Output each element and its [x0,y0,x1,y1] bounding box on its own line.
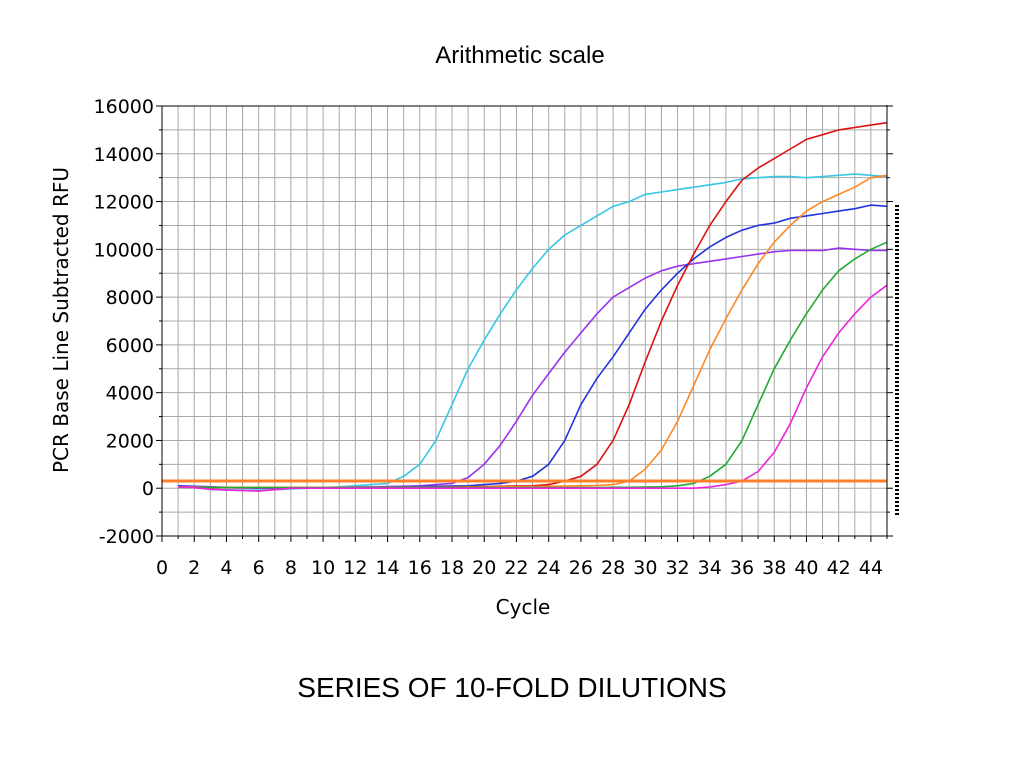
x-tick-label: 28 [601,557,625,579]
y-tick-label: -2000 [99,526,154,548]
y-tick-label: 8000 [106,287,154,309]
x-tick-label: 42 [827,557,851,579]
x-tick-label: 14 [375,557,399,579]
x-tick-label: 36 [730,557,754,579]
chart-series-layer [178,121,888,492]
x-tick-label: 2 [188,557,200,579]
x-tick-label: 8 [285,557,297,579]
y-tick-label: 14000 [94,144,154,166]
x-tick-label: 22 [504,557,528,579]
x-tick-label: 10 [311,557,335,579]
x-tick-label: 0 [156,557,168,579]
series-line-7 [178,284,888,492]
x-tick-label: 12 [343,557,367,579]
y-tick-label: 6000 [106,335,154,357]
x-tick-label: 6 [253,557,265,579]
y-tick-label: 0 [142,478,154,500]
slide-caption: SERIES OF 10-FOLD DILUTIONS [297,672,727,703]
x-tick-label: 44 [859,557,883,579]
y-tick-label: 12000 [94,192,154,214]
x-tick-label: 26 [569,557,593,579]
y-tick-label: 16000 [94,96,154,118]
x-tick-label: 16 [408,557,432,579]
axis-ticks [156,105,893,542]
slide-title: Arithmetic scale [435,42,605,69]
x-axis-title: Cycle [496,595,551,619]
y-tick-label: 2000 [106,430,154,452]
x-tick-label: 24 [537,557,561,579]
x-tick-label: 34 [698,557,722,579]
x-tick-label: 20 [472,557,496,579]
x-tick-label: 30 [633,557,657,579]
x-tick-label: 40 [794,557,818,579]
chart-grid [161,105,888,537]
x-tick-label: 38 [762,557,786,579]
x-tick-labels: 0 2 4 6 8 10 12 14 16 18 20 22 24 26 28 30 32 34 36 38 40 42 4… [156,557,883,579]
x-tick-label: 18 [440,557,464,579]
y-tick-label: 4000 [106,383,154,405]
x-tick-label: 32 [665,557,689,579]
y-axis-title: PCR Base Line Subtracted RFU [49,167,73,473]
x-tick-label: 4 [220,557,232,579]
y-tick-labels: -2000 0 2000 4000 6000 8000 10000 12000 14000 160… [94,96,154,548]
y-tick-label: 10000 [94,239,154,261]
